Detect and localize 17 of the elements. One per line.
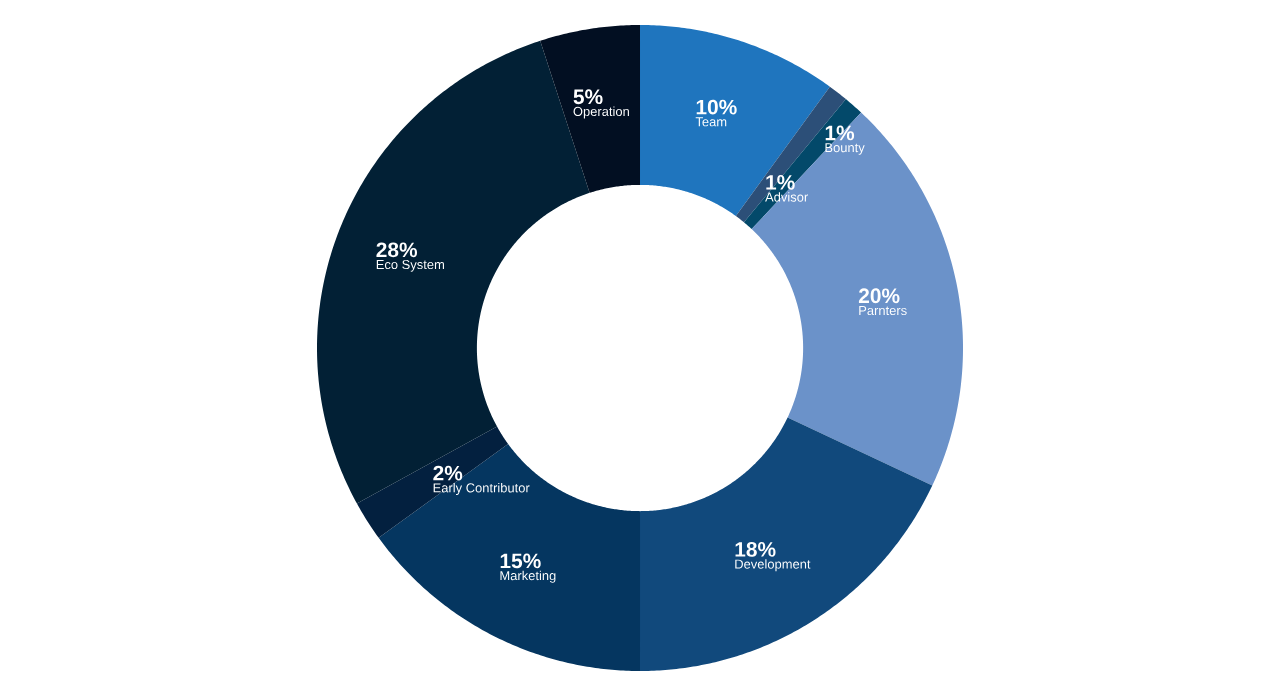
data-label: 28%: [376, 242, 418, 258]
slice-label: Eco System: [376, 259, 444, 272]
slice-label: Bounty: [825, 143, 865, 155]
data-label: 10%: [696, 99, 737, 115]
data-label: 5%: [573, 89, 603, 105]
data-label: 1%: [766, 175, 795, 190]
data-label: 1%: [825, 125, 855, 141]
slice-label: Parnters: [859, 306, 907, 316]
data-label: 18%: [735, 541, 776, 557]
slice-label: Marketing: [500, 570, 556, 583]
slice-label: Team: [695, 117, 727, 127]
data-label: 2%: [433, 465, 463, 481]
slice-label: Operation: [573, 106, 629, 119]
slice-label: Development: [735, 559, 811, 572]
data-label: 20%: [858, 288, 900, 304]
slice-label: Early Contributor: [433, 482, 530, 496]
data-label: 15%: [500, 553, 541, 569]
